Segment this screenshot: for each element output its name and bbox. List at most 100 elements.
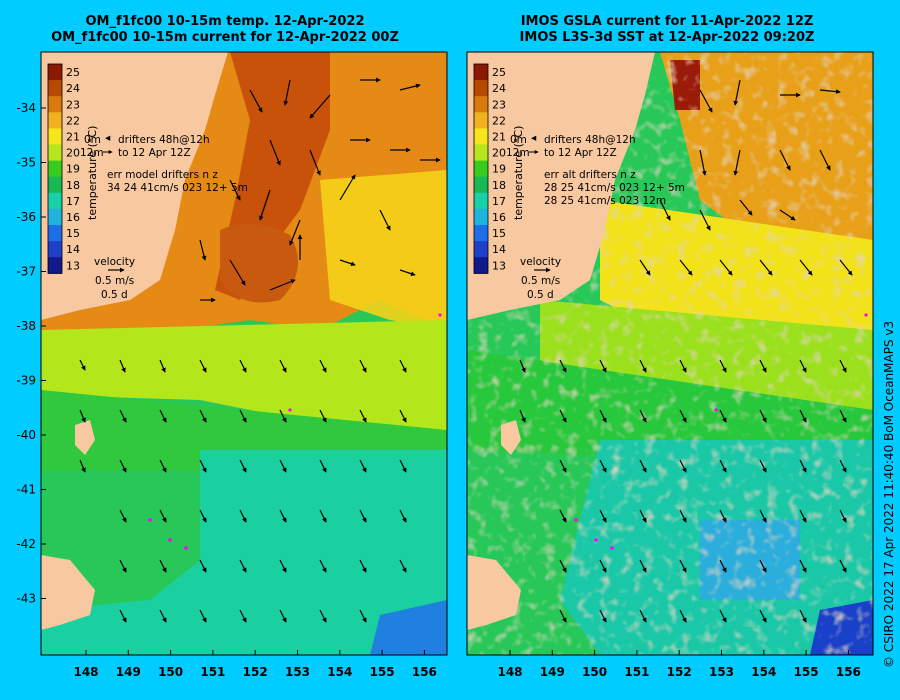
colorbar-tick-label: 13 (492, 259, 506, 272)
colorbar-swatch (48, 112, 62, 129)
colorbar-frame (47, 63, 63, 274)
y-tick-label: -42 (16, 537, 36, 551)
left-drifter-marker: ◂ (105, 132, 111, 144)
y-tick-label: -41 (16, 483, 36, 497)
left-x-axis: 148 149 150 151 152 153 154 155 156 (73, 650, 437, 679)
left-drifter-prefix1: 0m (84, 134, 101, 146)
x-tick-label: 148 (73, 665, 98, 679)
colorbar-tick-label: 25 (492, 66, 506, 79)
left-eddy-core (220, 223, 298, 303)
left-velocity-speed: 0.5 m/s (95, 275, 134, 287)
x-tick-label: 151 (200, 665, 225, 679)
right-tasmania (467, 555, 521, 630)
x-tick-label: 152 (667, 665, 692, 679)
x-tick-label: 148 (497, 665, 522, 679)
colorbar-swatch (474, 96, 488, 113)
left-err-line2: 34 24 41cm/s 023 12+ 5m (107, 182, 248, 194)
left-mainland (41, 52, 228, 320)
colorbar-swatch (48, 225, 62, 242)
colorbar-swatch (474, 112, 488, 129)
colorbar-tick-label: 16 (66, 211, 80, 224)
colorbar-swatch (48, 80, 62, 97)
colorbar-tick-label: 24 (66, 82, 80, 95)
right-panel-title: IMOS GSLA current for 11-Apr-2022 12Z IM… (452, 14, 882, 46)
right-map-frame (466, 51, 874, 656)
y-tick-label: -37 (16, 265, 36, 279)
x-tick-label: 154 (751, 665, 776, 679)
colorbar-tick-label: 15 (66, 227, 80, 240)
x-tick-label: 155 (370, 665, 395, 679)
x-tick-label: 149 (540, 665, 565, 679)
left-cyan-region (41, 450, 447, 655)
left-title-line1: OM_f1fc00 10-15m temp. 12-Apr-2022 (85, 14, 365, 29)
colorbar-tick-label: 23 (492, 98, 506, 111)
right-x-axis: 148 149 150 151 152 153 154 155 156 (497, 650, 861, 679)
colorbar-tick-label: 23 (66, 98, 80, 111)
y-tick-label: -34 (16, 101, 36, 115)
right-err-line2: 28 25 41cm/s 023 12+ 5m (544, 182, 685, 194)
colorbar-tick-label: 16 (492, 211, 506, 224)
colorbar-swatch (474, 128, 488, 145)
colorbar-tick-label: 18 (492, 179, 506, 192)
colorbar-swatch (474, 241, 488, 258)
y-tick-label: -40 (16, 428, 36, 442)
colorbar-swatch (474, 176, 488, 194)
y-tick-label: -43 (16, 592, 36, 606)
x-tick-label: 149 (116, 665, 141, 679)
left-current-arrows (79, 77, 441, 623)
credit-text: © CSIRO 2022 17 Apr 2022 11:40:40 BoM Oc… (882, 321, 896, 668)
left-blue-patch (370, 600, 447, 655)
left-island (75, 420, 95, 455)
colorbar-tick-label: 17 (66, 195, 80, 208)
left-colorbar: 25 24 23 22 21 20 19 18 17 16 15 14 13 temperature (°… (47, 63, 99, 274)
colorbar-tick-label: 14 (66, 243, 80, 256)
colorbar-frame (473, 63, 489, 274)
colorbar-swatch (48, 160, 62, 178)
x-tick-label: 150 (158, 665, 183, 679)
colorbar-swatch (474, 80, 488, 97)
left-title-line2: OM_f1fc00 10-15m current for 12-Apr-2022… (51, 30, 399, 45)
colorbar-swatch (48, 208, 62, 226)
y-tick-label: -36 (16, 210, 36, 224)
left-velocity-label: velocity (94, 256, 135, 268)
colorbar-tick-label: 13 (66, 259, 80, 272)
colorbar-swatch (474, 225, 488, 242)
x-tick-label: 152 (243, 665, 268, 679)
colorbar-tick-label: 19 (66, 163, 80, 176)
colorbar-swatch (474, 208, 488, 226)
colorbar-label: temperature (°C) (86, 126, 99, 220)
colorbar-swatch (474, 257, 488, 274)
right-legend: 0m ◂ drifters 48h@12h 12m to 12 Apr 12Z … (506, 132, 685, 301)
right-island (501, 420, 521, 455)
left-drifter-legend2: to 12 Apr 12Z (118, 147, 191, 159)
left-yellow-front (320, 170, 447, 330)
right-drifter-tracks (574, 313, 868, 550)
colorbar-tick-label: 22 (66, 114, 80, 127)
colorbar-tick-label: 20 (66, 147, 80, 160)
x-tick-label: 153 (285, 665, 310, 679)
left-panel-title: OM_f1fc00 10-15m temp. 12-Apr-2022 OM_f1… (10, 14, 440, 46)
colorbar-tick-label: 22 (492, 114, 506, 127)
right-drifter-prefix1: 0m (510, 134, 527, 146)
y-tick-label: -39 (16, 374, 36, 388)
x-tick-label: 156 (412, 665, 437, 679)
colorbar-tick-label: 19 (492, 163, 506, 176)
colorbar-swatch (474, 64, 488, 81)
left-drifter-legend1: drifters 48h@12h (118, 134, 210, 146)
right-title-line1: IMOS GSLA current for 11-Apr-2022 12Z (520, 14, 814, 29)
x-tick-label: 151 (624, 665, 649, 679)
x-tick-label: 150 (582, 665, 607, 679)
colorbar-tick-label: 14 (492, 243, 506, 256)
colorbar-tick-label: 15 (492, 227, 506, 240)
colorbar-tick-label: 17 (492, 195, 506, 208)
right-velocity-label: velocity (520, 256, 561, 268)
left-map-panel (41, 52, 447, 655)
colorbar-swatch (48, 64, 62, 81)
left-velocity-time: 0.5 d (101, 289, 128, 301)
right-title-line2: IMOS L3S-3d SST at 12-Apr-2022 09:20Z (519, 30, 815, 45)
colorbar-tick-label: 25 (66, 66, 80, 79)
colorbar-swatch (48, 128, 62, 145)
colorbar-swatch (48, 257, 62, 274)
colorbar-swatch (48, 241, 62, 258)
y-tick-label: -35 (16, 156, 36, 170)
